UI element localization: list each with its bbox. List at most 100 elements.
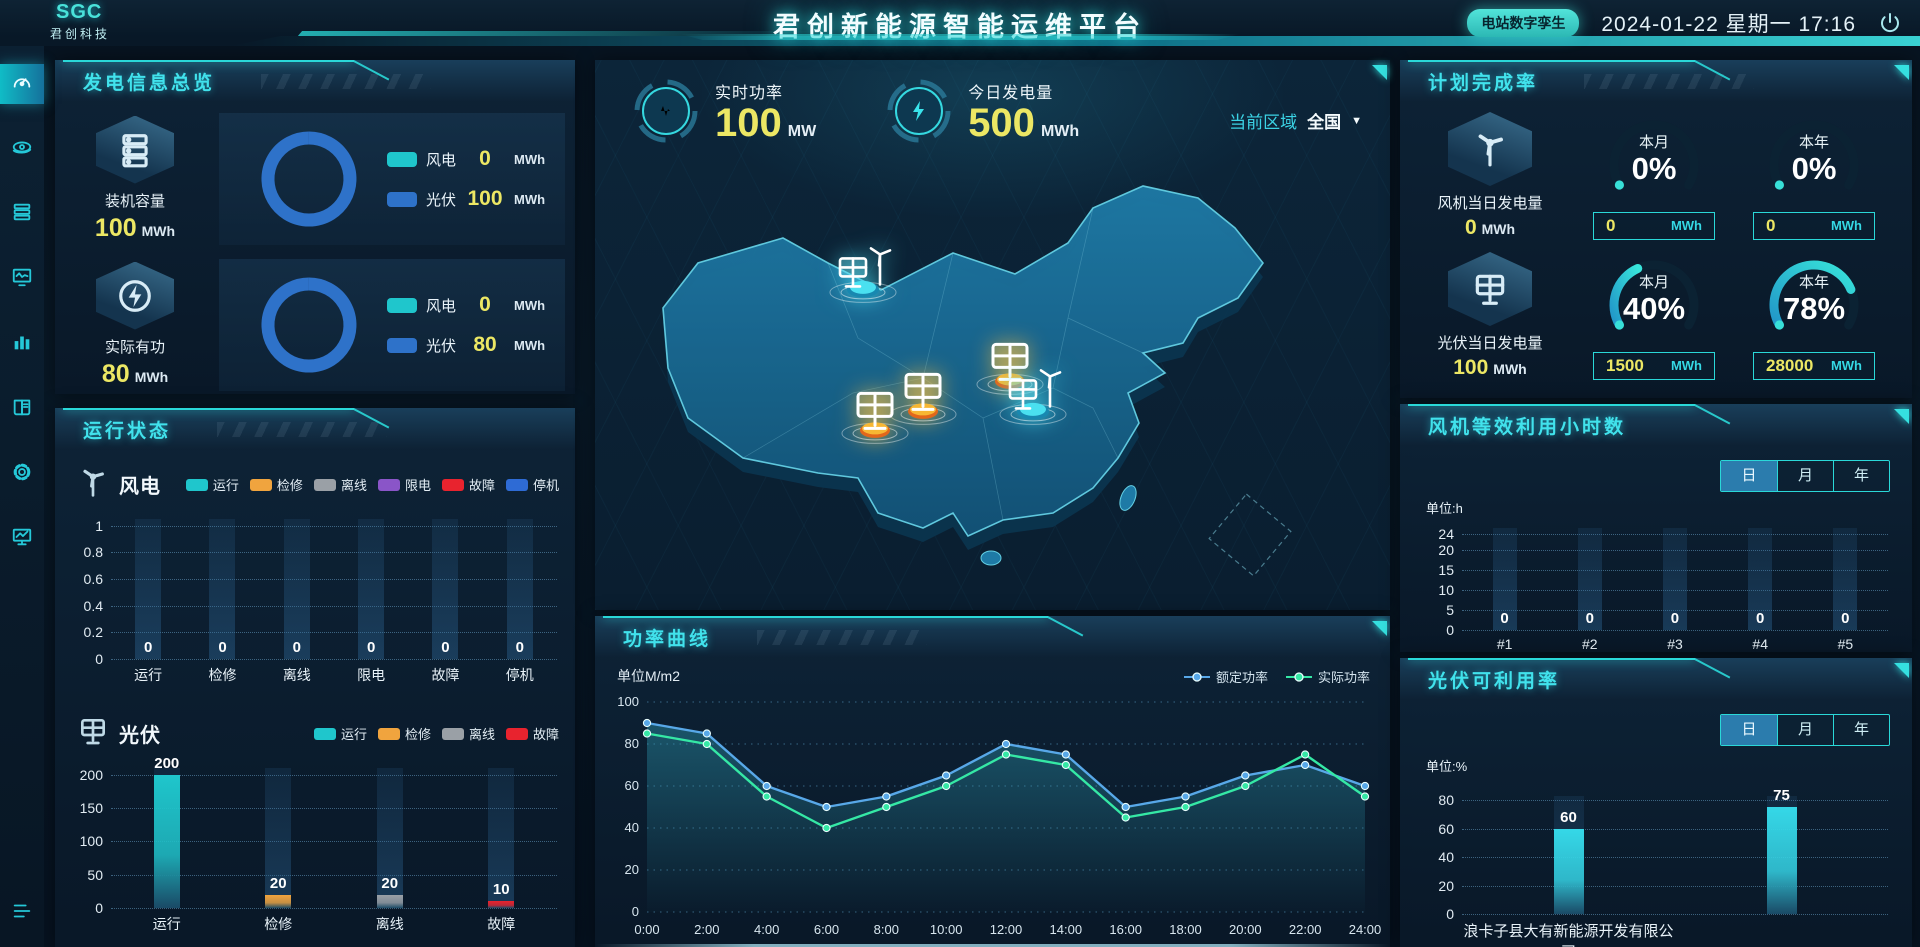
gridline [1462,570,1888,571]
sidebar-item-monitoring[interactable] [0,129,44,169]
solar-station-marker[interactable] [832,382,918,448]
bar-column: 0 [135,519,162,659]
pv-availability-body: 日月年单位:% 80 60 40 20 0 60 75 浪卡子县大有新能源开发有… [1400,700,1912,947]
tab-月[interactable]: 月 [1777,461,1833,491]
sidebar-item-terminal[interactable] [0,519,44,559]
bar-shadow [506,519,533,659]
svg-text:14:00: 14:00 [1050,922,1083,937]
monitor-line-icon [11,526,33,553]
legend-name: 离线 [340,478,367,493]
gridline [111,808,557,809]
bar-value-label: 20 [381,874,399,892]
bar-column: 0 [209,519,236,659]
bar-column: 0 [1492,528,1517,630]
box-unit: MWh [1830,358,1862,373]
donut-legend-item: 光伏 80 MWh [387,333,545,357]
legend-name: 光伏 [426,191,457,209]
plan-card-label: 光伏当日发电量 [1437,335,1543,352]
status-legend-item: 检修 [249,475,303,494]
plan-card-value: 0 [1464,216,1477,239]
region-selector[interactable]: 当前区域 全国 ▼ [1229,108,1362,133]
gridline [1462,630,1888,631]
sidebar-item-reports[interactable] [0,389,44,429]
tab-年[interactable]: 年 [1833,461,1889,491]
card-label: 实际有功 [104,338,165,356]
bar-shadow [135,519,162,659]
wind-turbine-icon [1448,112,1532,186]
legend-swatch [505,478,528,491]
bar-shadow [1662,528,1687,630]
sidebar-item-analysis[interactable] [0,259,44,299]
bar-column: 0 [506,519,533,659]
category-label: 停机 [505,667,534,683]
panel-header: 功率曲线 [595,616,1390,658]
legend-name: 光伏 [426,337,457,355]
tab-日[interactable]: 日 [1721,715,1777,745]
sidebar-item-devices[interactable] [0,194,44,234]
sidebar-item-statistics[interactable] [0,324,44,364]
card-value: 80 [101,359,130,388]
y-tick: 0 [1446,906,1454,922]
solar-panel-icon [1448,252,1532,326]
digital-twin-badge[interactable]: 电站数字孪生 [1467,9,1580,37]
sidebar-collapse-button[interactable] [0,893,44,933]
plan-gauge-year: 本年 78% 28000 MWh [1734,253,1894,380]
category-label: #1 [1496,636,1513,652]
y-tick: 24 [1438,526,1454,542]
gridline [111,552,557,554]
curve-legend-item[interactable]: 额定功率 [1183,667,1268,686]
power-icon[interactable] [1878,11,1902,35]
donut-legend-item: 风电 0 MWh [387,293,545,317]
tab-月[interactable]: 月 [1777,715,1833,745]
donut-legend-item: 风电 0 MWh [387,147,545,171]
bar [1553,828,1584,914]
svg-text:0%: 0% [1632,151,1677,186]
wind-turbine-icon [77,466,109,503]
tab-年[interactable]: 年 [1833,715,1889,745]
y-tick: 20 [1438,877,1454,894]
svg-text:本月: 本月 [1639,274,1669,291]
donut-chart [261,131,357,227]
plan-card-unit: MWh [1481,221,1516,237]
wind-solar-station-marker[interactable] [820,241,906,307]
tab-日[interactable]: 日 [1721,461,1777,491]
sidebar-item-settings[interactable] [0,454,44,494]
stat-unit: MW [787,123,817,140]
title-decoration [680,34,1240,40]
curve-legend: 额定功率 实际功率 [1183,667,1370,686]
gridline [111,908,557,909]
china-map-svg [662,185,1292,577]
panel-title: 光伏可利用率 [1428,670,1561,692]
donut-legend-item: 光伏 100 MWh [387,187,545,211]
y-tick: 0.4 [83,597,103,614]
solar-station-marker[interactable] [880,363,966,429]
bar-column: 0 [1748,528,1773,630]
curve-legend-item[interactable]: 实际功率 [1285,667,1370,686]
status-section-header: 光伏 运行 检修 离线 故障 [55,699,575,754]
legend-name: 故障 [468,478,495,493]
wind-solar-station-marker[interactable] [990,363,1076,429]
bar-column: 10 [488,768,515,908]
y-tick: 20 [1438,542,1454,558]
header-hash-decoration [757,629,928,645]
gridline [111,774,557,776]
donut-block: 风电 0 MWh 光伏 100 MWh [219,113,565,245]
bar-value-label: 0 [143,639,153,656]
corner-decoration [1894,663,1909,678]
category-label: 浪卡子县大有新能源开发有限公司 [1463,923,1674,947]
bar-shadow [283,519,310,659]
bar-column: 0 [283,519,310,659]
svg-text:2:00: 2:00 [694,922,719,937]
bar [1766,807,1797,914]
bar-shadow [1833,528,1858,630]
panel-header: 光伏可利用率 [1400,658,1912,700]
panel-title: 发电信息总览 [83,72,216,94]
bar-value-label: 20 [269,874,287,892]
donut-block: 风电 0 MWh 光伏 80 MWh [219,259,565,391]
solar-station-marker[interactable] [967,332,1053,398]
gridline [111,874,557,876]
sidebar-item-dashboard[interactable] [0,64,44,104]
bar-value-label: 0 [1755,610,1765,627]
stat-realtime-power: 实时功率 100 MW [633,78,816,144]
legend-unit: MWh [514,151,546,167]
